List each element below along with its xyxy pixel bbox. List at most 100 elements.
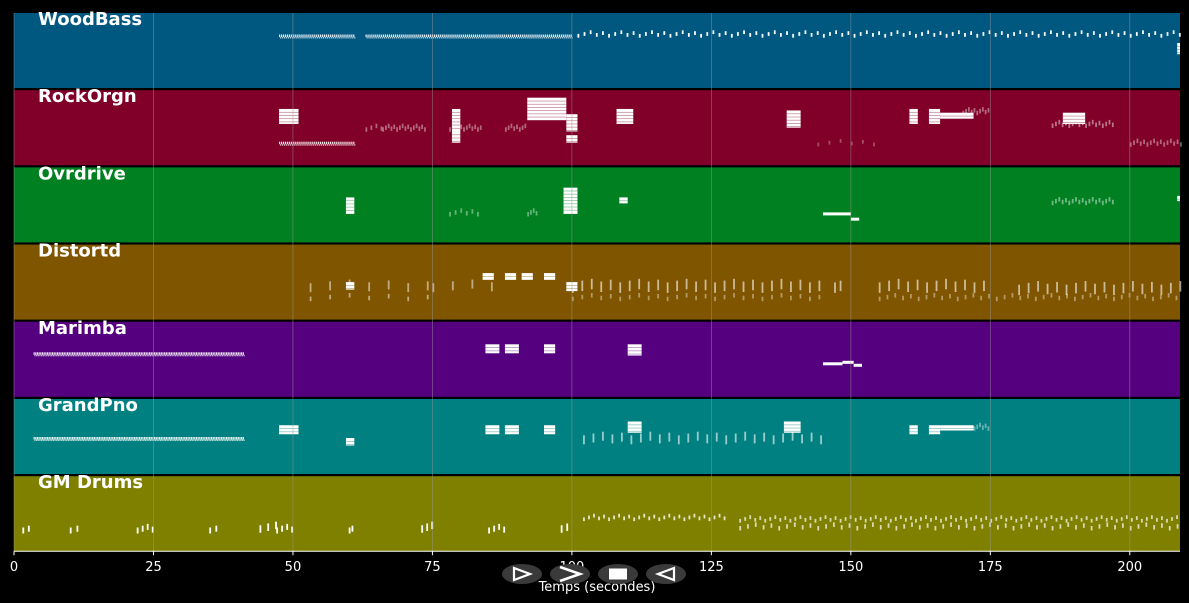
note [285,144,288,146]
note [528,37,530,39]
note-separator [527,113,567,115]
note [111,439,113,441]
note [239,352,241,355]
note [970,109,973,115]
note-block [909,108,918,124]
note [418,34,420,37]
note [608,517,610,522]
note [902,295,904,301]
note [1148,33,1150,37]
note [61,354,63,357]
note [426,37,429,39]
play-button-bg[interactable] [502,564,542,584]
note [38,352,40,355]
note [452,37,454,39]
note [288,34,290,37]
note [1007,33,1009,38]
note [814,518,817,523]
note [623,516,626,521]
note [1059,524,1062,529]
note-separator [504,276,517,277]
note [643,513,646,518]
note [330,144,332,146]
note [1166,140,1169,145]
note [1067,522,1070,527]
note [308,34,310,37]
note [450,37,452,39]
note [1161,516,1163,520]
note [132,437,134,440]
x-tick-label: 75 [424,560,441,575]
note [393,124,396,130]
note [1101,123,1104,128]
note [1074,32,1077,36]
note [744,431,747,441]
note [872,33,874,37]
note [125,352,127,355]
note [723,516,726,521]
track-lane-ovrdrive [14,167,1180,243]
note [82,439,85,441]
note [1090,518,1093,523]
note [60,352,62,355]
note [1094,283,1096,295]
note [1146,142,1149,147]
note [981,425,984,430]
note [55,437,57,440]
note [151,354,153,357]
note [212,352,214,355]
note [413,37,415,39]
note [177,437,179,440]
rewind-button[interactable] [646,564,686,584]
note [441,34,443,37]
note [521,34,523,37]
note [570,34,572,37]
stop-button[interactable] [598,564,638,584]
note [279,141,281,145]
note [970,31,973,35]
note [183,354,185,357]
note [562,34,564,37]
note [515,34,518,37]
note [819,517,822,521]
note [322,37,325,39]
note [128,437,131,440]
note [439,34,441,37]
note [231,354,234,357]
note [417,37,419,39]
note [159,354,162,357]
note [799,279,802,291]
note [242,437,244,440]
note [88,437,90,440]
note [602,431,604,441]
note [158,354,160,357]
note [202,352,204,355]
note [749,33,752,37]
note [214,352,216,355]
note-separator [783,427,801,429]
note [430,37,433,39]
note [416,34,418,37]
note [569,37,571,39]
note [41,439,43,441]
note [374,37,376,39]
note [1133,140,1135,145]
note [318,34,320,37]
note [1132,281,1134,292]
note [839,139,842,143]
note [1086,33,1089,37]
note [724,31,727,35]
play-button[interactable] [502,564,542,584]
note [511,34,514,37]
fast-forward-button[interactable] [550,564,590,584]
note [283,144,286,146]
x-tick-label: 200 [1117,560,1142,575]
note [1055,198,1057,204]
note [673,516,676,521]
fast-forward-button-bg[interactable] [550,564,590,584]
rewind-button-bg[interactable] [646,564,686,584]
note [446,37,448,39]
note [698,516,701,521]
note [834,516,837,520]
note [139,439,142,441]
